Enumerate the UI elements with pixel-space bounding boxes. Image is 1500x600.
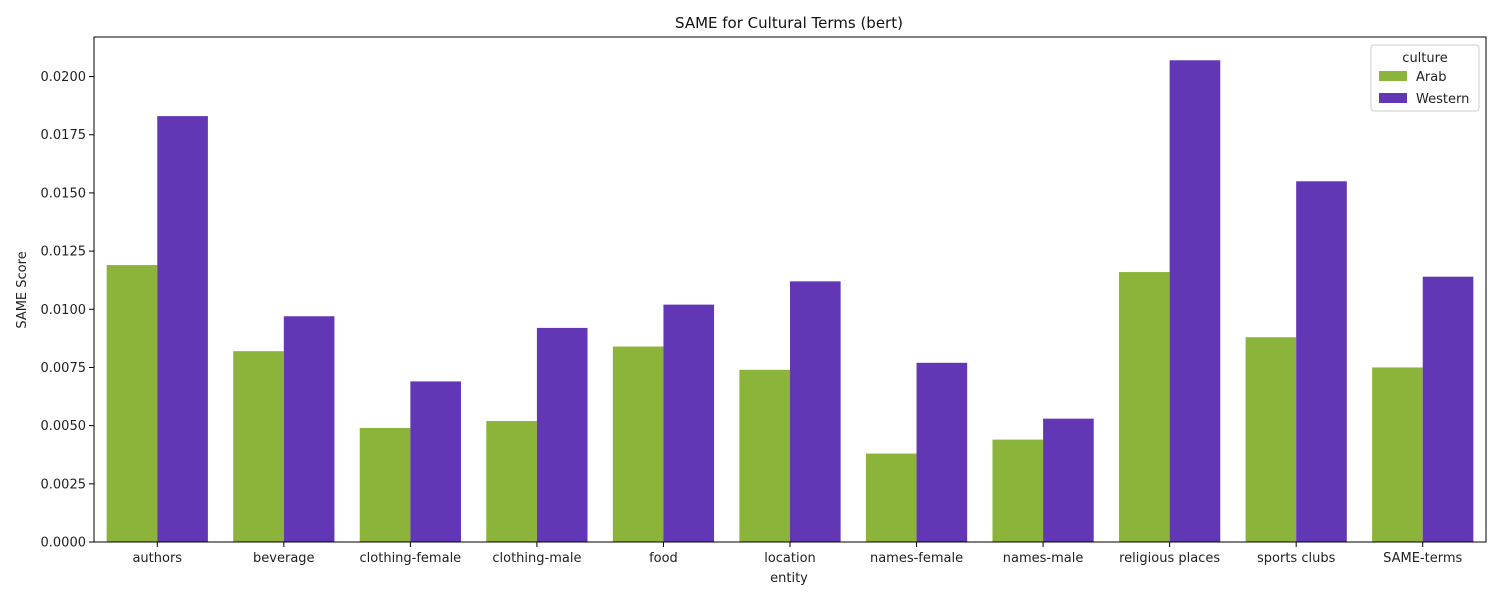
legend-title: culture [1402, 51, 1447, 66]
legend-label-western: Western [1416, 92, 1469, 107]
x-tick-label: clothing-female [360, 551, 462, 566]
y-tick-label: 0.0150 [41, 186, 87, 201]
y-tick-label: 0.0200 [41, 70, 87, 85]
plot-frame [93, 36, 1487, 543]
x-tick-label: food [649, 551, 678, 566]
bar-western-2 [410, 381, 461, 542]
bar-arab-7 [992, 439, 1044, 542]
y-tick-label: 0.0125 [41, 245, 87, 260]
y-tick-label: 0.0175 [41, 128, 87, 143]
x-tick-label: location [764, 551, 816, 566]
y-tick-label: 0.0000 [41, 536, 87, 551]
legend: culture Arab Western [1370, 44, 1480, 112]
legend-label-arab: Arab [1416, 70, 1446, 85]
bar-western-0 [157, 116, 208, 543]
legend-swatch-western [1379, 93, 1407, 103]
x-tick-label: authors [132, 551, 182, 566]
y-tick-label: 0.0050 [41, 419, 87, 434]
bar-arab-3 [486, 420, 537, 542]
bar-arab-10 [1372, 367, 1423, 542]
x-axis-title: entity [770, 571, 808, 586]
bar-arab-1 [233, 351, 284, 542]
bar-arab-5 [739, 369, 790, 542]
x-axis: authors beverage clothing-female clothing-m… [132, 542, 1463, 566]
bar-western-4 [663, 304, 715, 542]
bar-arab-8 [1119, 272, 1170, 542]
x-tick-label: religious places [1119, 551, 1220, 566]
bar-western-6 [916, 362, 968, 542]
legend-swatch-arab [1379, 71, 1407, 81]
bar-western-1 [283, 316, 335, 542]
x-tick-label: names-female [870, 551, 963, 566]
bar-arab-2 [359, 427, 411, 542]
y-axis: 0.0000 0.0025 0.0050 0.0075 0.0100 0.0125 0.01… [41, 70, 94, 551]
bar-western-3 [536, 327, 588, 542]
bar-western-9 [1296, 181, 1347, 543]
bar-arab-0 [106, 265, 158, 542]
x-tick-label: sports clubs [1257, 551, 1336, 566]
bar-western-8 [1169, 60, 1221, 543]
y-tick-label: 0.0025 [41, 477, 87, 492]
bars-group [106, 60, 1474, 543]
x-tick-label: SAME-terms [1383, 551, 1462, 566]
x-tick-label: clothing-male [492, 551, 581, 566]
x-tick-label: beverage [253, 551, 315, 566]
bar-arab-6 [865, 453, 917, 542]
bar-western-5 [790, 281, 841, 542]
bar-arab-4 [612, 346, 664, 542]
y-tick-label: 0.0075 [41, 361, 87, 376]
x-tick-label: names-male [1003, 551, 1084, 566]
y-axis-title: SAME Score [15, 251, 30, 328]
bar-western-7 [1043, 418, 1094, 542]
chart-title: SAME for Cultural Terms (bert) [675, 14, 903, 32]
bar-western-10 [1422, 276, 1474, 542]
y-tick-label: 0.0100 [41, 303, 87, 318]
bar-arab-9 [1245, 337, 1297, 542]
